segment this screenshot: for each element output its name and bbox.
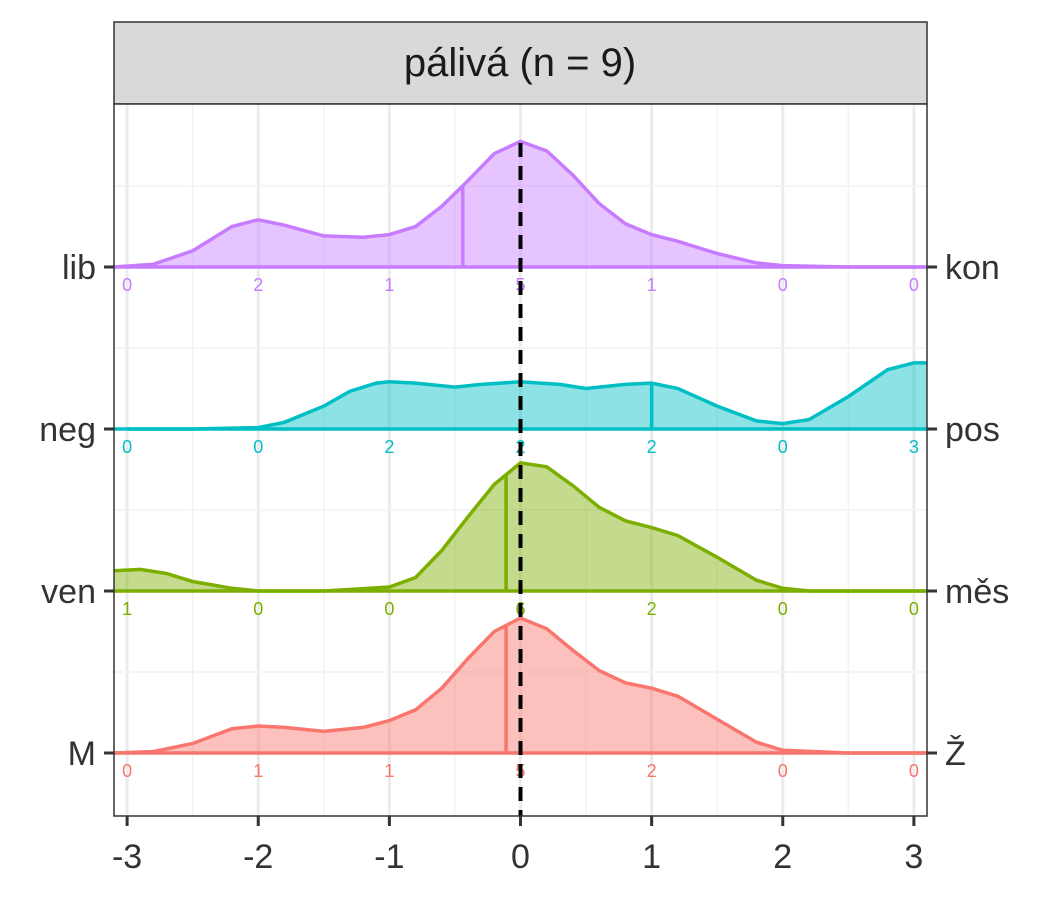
count-label: 0 [122,275,132,295]
x-tick-label: 1 [642,838,661,876]
count-label: 0 [778,599,788,619]
count-label: 2 [647,599,657,619]
y-label-left: M [68,735,96,773]
count-label: 0 [909,761,919,781]
count-label: 1 [647,275,657,295]
x-tick-label: -2 [243,838,273,876]
ridge-area-neg [127,362,928,429]
y-axis-left: lib neg ven M [39,249,114,773]
x-tick-label: -1 [374,838,404,876]
x-tick-label: 3 [904,838,923,876]
count-label: 0 [122,761,132,781]
ridge-line-lib [113,139,927,269]
x-tick-label: -3 [112,838,142,876]
y-label-left: lib [62,249,96,287]
count-label: 2 [253,275,263,295]
y-label-right: měs [945,573,1009,611]
y-axis-right: kon pos měs Ž [927,249,1009,773]
y-label-right: kon [945,249,1000,287]
x-tick-label: 0 [511,838,530,876]
count-label: 0 [909,275,919,295]
count-label: 1 [384,275,394,295]
y-label-right: pos [945,411,1000,449]
count-label: 0 [384,599,394,619]
x-axis: -3 -2 -1 0 1 2 3 [112,816,923,876]
count-label: 2 [647,437,657,457]
count-label: 0 [778,761,788,781]
chart-title: pálivá (n = 9) [404,41,636,85]
count-label: 1 [122,599,132,619]
y-label-left: ven [41,573,96,611]
y-label-left: neg [39,411,96,449]
count-label: 1 [384,761,394,781]
count-label: 2 [384,437,394,457]
y-label-right: Ž [945,735,966,773]
ridge-line-ven [113,460,927,593]
facet-strip [113,21,928,105]
count-label: 0 [253,599,263,619]
count-label: 2 [647,761,657,781]
count-label: 1 [253,761,263,781]
count-label: 3 [909,437,919,457]
count-label: 0 [122,437,132,457]
count-label: 0 [909,599,919,619]
count-label: 0 [253,437,263,457]
count-labels: 0215100002220310062000115200 [122,275,919,781]
x-tick-label: 2 [773,838,792,876]
count-label: 0 [778,275,788,295]
ridge-line-M [113,616,927,755]
ridge-area-ven [114,462,927,591]
count-label: 0 [778,437,788,457]
ridge-line-neg [127,361,927,431]
